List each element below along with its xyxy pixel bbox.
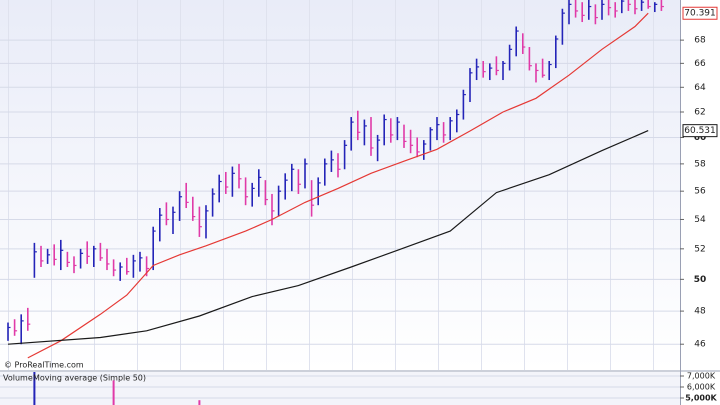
volume-tick-label: 5,000K: [685, 394, 717, 403]
last-value-label: 60.531: [684, 126, 716, 136]
volume-tick-label: 6,000K: [687, 383, 716, 392]
moving-average-line: [7, 130, 649, 345]
vertical-grid: [0, 0, 680, 370]
y-tick-label: 64: [694, 83, 706, 93]
volume-ma-title: Moving average (Simple 50): [33, 374, 146, 383]
volume-bar: [33, 372, 36, 405]
moving-average-line: [27, 12, 649, 359]
volume-title: Volume: [3, 374, 33, 383]
y-tick-label: 58: [694, 159, 706, 169]
y-tick-label: 48: [694, 307, 706, 317]
last-value-box: [682, 6, 718, 20]
y-tick-label: 54: [694, 215, 706, 225]
y-tick-label: 68: [694, 36, 706, 46]
last-value-label: 70.391: [684, 9, 716, 19]
last-value-box: [682, 124, 718, 138]
y-tick-label: 56: [694, 187, 706, 197]
volume-bar: [112, 380, 115, 405]
watermark: © ProRealTime.com: [4, 361, 84, 370]
y-tick-label: 66: [694, 59, 706, 69]
y-tick-label: 62: [694, 107, 705, 117]
volume-tick-label: 7,000K: [687, 372, 716, 381]
y-tick-label: 60: [694, 133, 707, 143]
y-tick-label: 46: [694, 340, 706, 350]
volume-bar: [198, 400, 201, 405]
y-tick-label: 52: [694, 244, 705, 254]
y-tick-label: 50: [694, 275, 707, 285]
